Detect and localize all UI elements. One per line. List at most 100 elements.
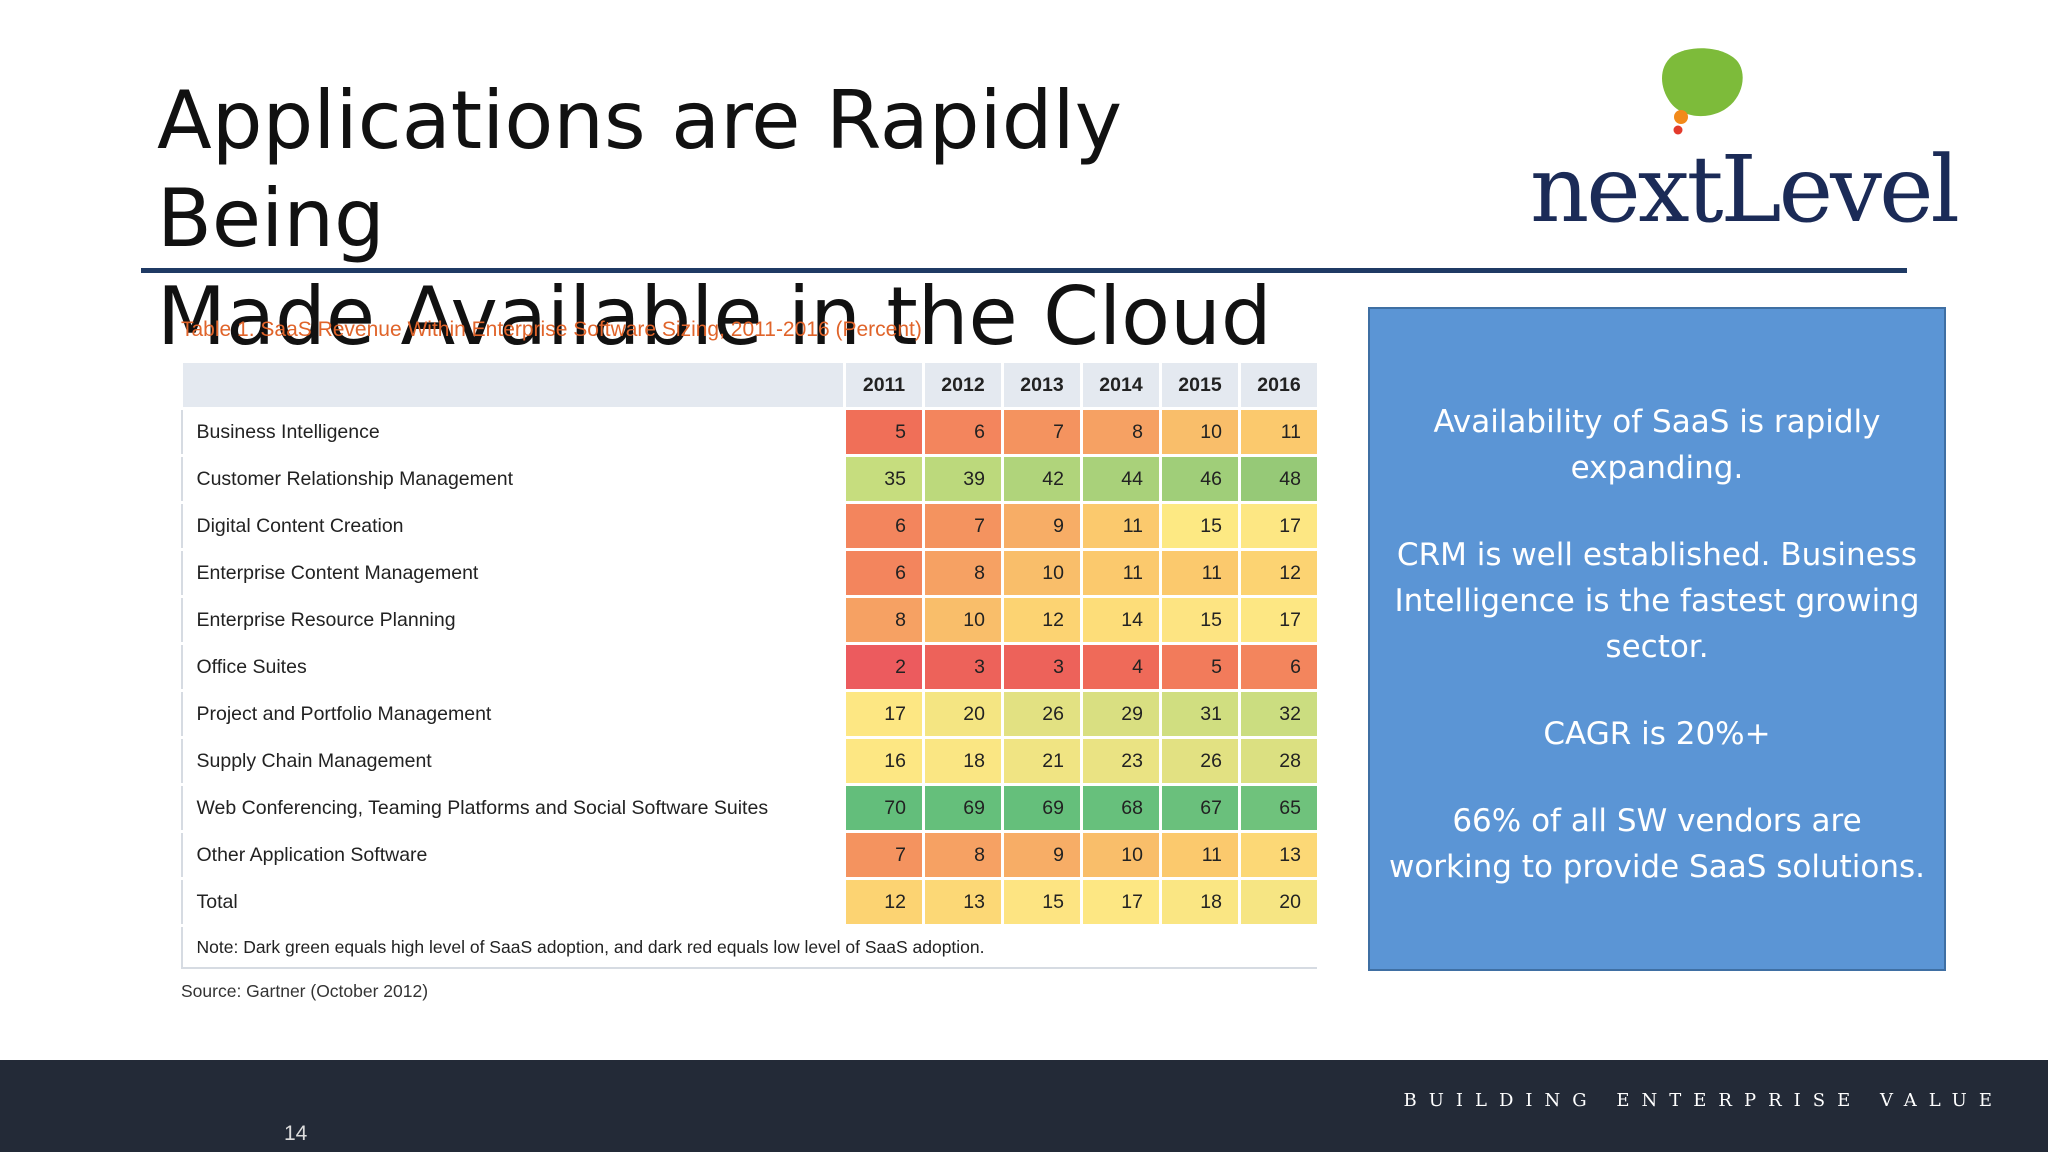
table-row: Customer Relationship Management 35 39 42 44… <box>180 454 1320 504</box>
table-row: Office Suites 2 3 3 4 5 6 <box>180 642 1320 692</box>
table-cell-value: 7 <box>843 830 925 880</box>
table-caption: Table 1. SaaS Revenue Within Enterprise … <box>181 318 922 341</box>
table-cell-value: 14 <box>1080 595 1162 645</box>
footer-bar: BUILDING ENTERPRISE VALUE 14 <box>0 1060 2048 1152</box>
table-row: Business Intelligence 5 6 7 8 10 11 <box>180 407 1320 457</box>
table-cell-value: 23 <box>1080 736 1162 786</box>
slide-title-line-2: Made Available in the Cloud <box>157 270 1272 363</box>
table-row: Other Application Software 7 8 9 10 11 13 <box>180 830 1320 880</box>
table-cell-value: 32 <box>1238 689 1320 739</box>
table-cell-value: 15 <box>1001 877 1083 927</box>
table-cell-value: 10 <box>1159 407 1241 457</box>
table-cell-value: 69 <box>1001 783 1083 833</box>
header-year: 2012 <box>922 360 1004 410</box>
company-logo: nextLevel <box>1520 40 1960 240</box>
table-cell-value: 67 <box>1159 783 1241 833</box>
row-category-label: Supply Chain Management <box>180 736 846 786</box>
table-cell-value: 5 <box>1159 642 1241 692</box>
table-row: Digital Content Creation 6 7 9 11 15 17 <box>180 501 1320 551</box>
table-cell-value: 15 <box>1159 501 1241 551</box>
row-category-label: Other Application Software <box>180 830 846 880</box>
table-cell-value: 6 <box>843 501 925 551</box>
table-cell-value: 29 <box>1080 689 1162 739</box>
summary-callout: Availability of SaaS is rapidly expandin… <box>1368 307 1946 971</box>
row-category-label: Web Conferencing, Teaming Platforms and … <box>180 783 846 833</box>
header-year: 2016 <box>1238 360 1320 410</box>
header-year: 2014 <box>1080 360 1162 410</box>
row-category-label: Project and Portfolio Management <box>180 689 846 739</box>
table-row: Total 12 13 15 17 18 20 <box>180 877 1320 927</box>
saas-revenue-table: 2011 2012 2013 2014 2015 2016 Business I… <box>180 360 1320 969</box>
table-cell-value: 11 <box>1080 548 1162 598</box>
table-cell-value: 12 <box>1238 548 1320 598</box>
header-year: 2015 <box>1159 360 1241 410</box>
footer-tagline: BUILDING ENTERPRISE VALUE <box>1403 1090 2004 1111</box>
table-cell-value: 35 <box>843 454 925 504</box>
table-cell-value: 21 <box>1001 736 1083 786</box>
table-cell-value: 10 <box>1001 548 1083 598</box>
table-note-row: Note: Dark green equals high level of Sa… <box>180 924 1320 969</box>
table-cell-value: 48 <box>1238 454 1320 504</box>
table-cell-value: 13 <box>1238 830 1320 880</box>
table-cell-value: 26 <box>1159 736 1241 786</box>
table-cell-value: 8 <box>922 830 1004 880</box>
table-cell-value: 4 <box>1080 642 1162 692</box>
table-row: Supply Chain Management 16 18 21 23 26 28 <box>180 736 1320 786</box>
table-source: Source: Gartner (October 2012) <box>181 981 429 1001</box>
table-cell-value: 46 <box>1159 454 1241 504</box>
row-category-label: Business Intelligence <box>180 407 846 457</box>
table-cell-value: 16 <box>843 736 925 786</box>
table-cell-value: 17 <box>1238 595 1320 645</box>
callout-line: Availability of SaaS is rapidly expandin… <box>1433 404 1881 486</box>
table-row: Project and Portfolio Management 17 20 26 29… <box>180 689 1320 739</box>
table-cell-value: 12 <box>843 877 925 927</box>
table-cell-value: 8 <box>843 595 925 645</box>
slide-title: Applications are Rapidly Being Made Avai… <box>157 72 1357 366</box>
table-cell-value: 11 <box>1238 407 1320 457</box>
table-cell-value: 7 <box>1001 407 1083 457</box>
table-cell-value: 8 <box>1080 407 1162 457</box>
table-cell-value: 10 <box>922 595 1004 645</box>
table-cell-value: 17 <box>1238 501 1320 551</box>
table-cell-value: 18 <box>922 736 1004 786</box>
header-year: 2013 <box>1001 360 1083 410</box>
table-cell-value: 17 <box>1080 877 1162 927</box>
table-cell-value: 20 <box>922 689 1004 739</box>
table-cell-value: 9 <box>1001 501 1083 551</box>
header-category <box>180 360 846 410</box>
table-cell-value: 11 <box>1159 830 1241 880</box>
table-cell-value: 11 <box>1159 548 1241 598</box>
table-cell-value: 8 <box>922 548 1004 598</box>
header-year: 2011 <box>843 360 925 410</box>
saas-revenue-table-figure: Table 1. SaaS Revenue Within Enterprise … <box>180 318 1320 1002</box>
callout-line: CRM is well established. Business Intell… <box>1394 537 1920 665</box>
table-cell-value: 11 <box>1080 501 1162 551</box>
table-row: Enterprise Content Management 6 8 10 11 11 12 <box>180 548 1320 598</box>
table-header-row: 2011 2012 2013 2014 2015 2016 <box>180 360 1320 410</box>
table-cell-value: 7 <box>922 501 1004 551</box>
table-cell-value: 44 <box>1080 454 1162 504</box>
table-note: Note: Dark green equals high level of Sa… <box>180 924 1320 969</box>
table-cell-value: 18 <box>1159 877 1241 927</box>
table-cell-value: 31 <box>1159 689 1241 739</box>
row-category-label: Total <box>180 877 846 927</box>
row-category-label: Digital Content Creation <box>180 501 846 551</box>
table-cell-value: 12 <box>1001 595 1083 645</box>
table-row: Web Conferencing, Teaming Platforms and … <box>180 783 1320 833</box>
table-cell-value: 6 <box>922 407 1004 457</box>
row-category-label: Enterprise Content Management <box>180 548 846 598</box>
table-cell-value: 6 <box>1238 642 1320 692</box>
table-body: Business Intelligence 5 6 7 8 10 11 Customer Re… <box>180 407 1320 927</box>
table-cell-value: 15 <box>1159 595 1241 645</box>
table-row: Enterprise Resource Planning 8 10 12 14 15 17 <box>180 595 1320 645</box>
table-cell-value: 5 <box>843 407 925 457</box>
table-cell-value: 17 <box>843 689 925 739</box>
table-cell-value: 28 <box>1238 736 1320 786</box>
leaf-icon <box>1662 48 1743 135</box>
table-cell-value: 9 <box>1001 830 1083 880</box>
table-cell-value: 26 <box>1001 689 1083 739</box>
page-number: 14 <box>284 1122 308 1145</box>
row-category-label: Enterprise Resource Planning <box>180 595 846 645</box>
table-cell-value: 3 <box>922 642 1004 692</box>
table-cell-value: 6 <box>843 548 925 598</box>
